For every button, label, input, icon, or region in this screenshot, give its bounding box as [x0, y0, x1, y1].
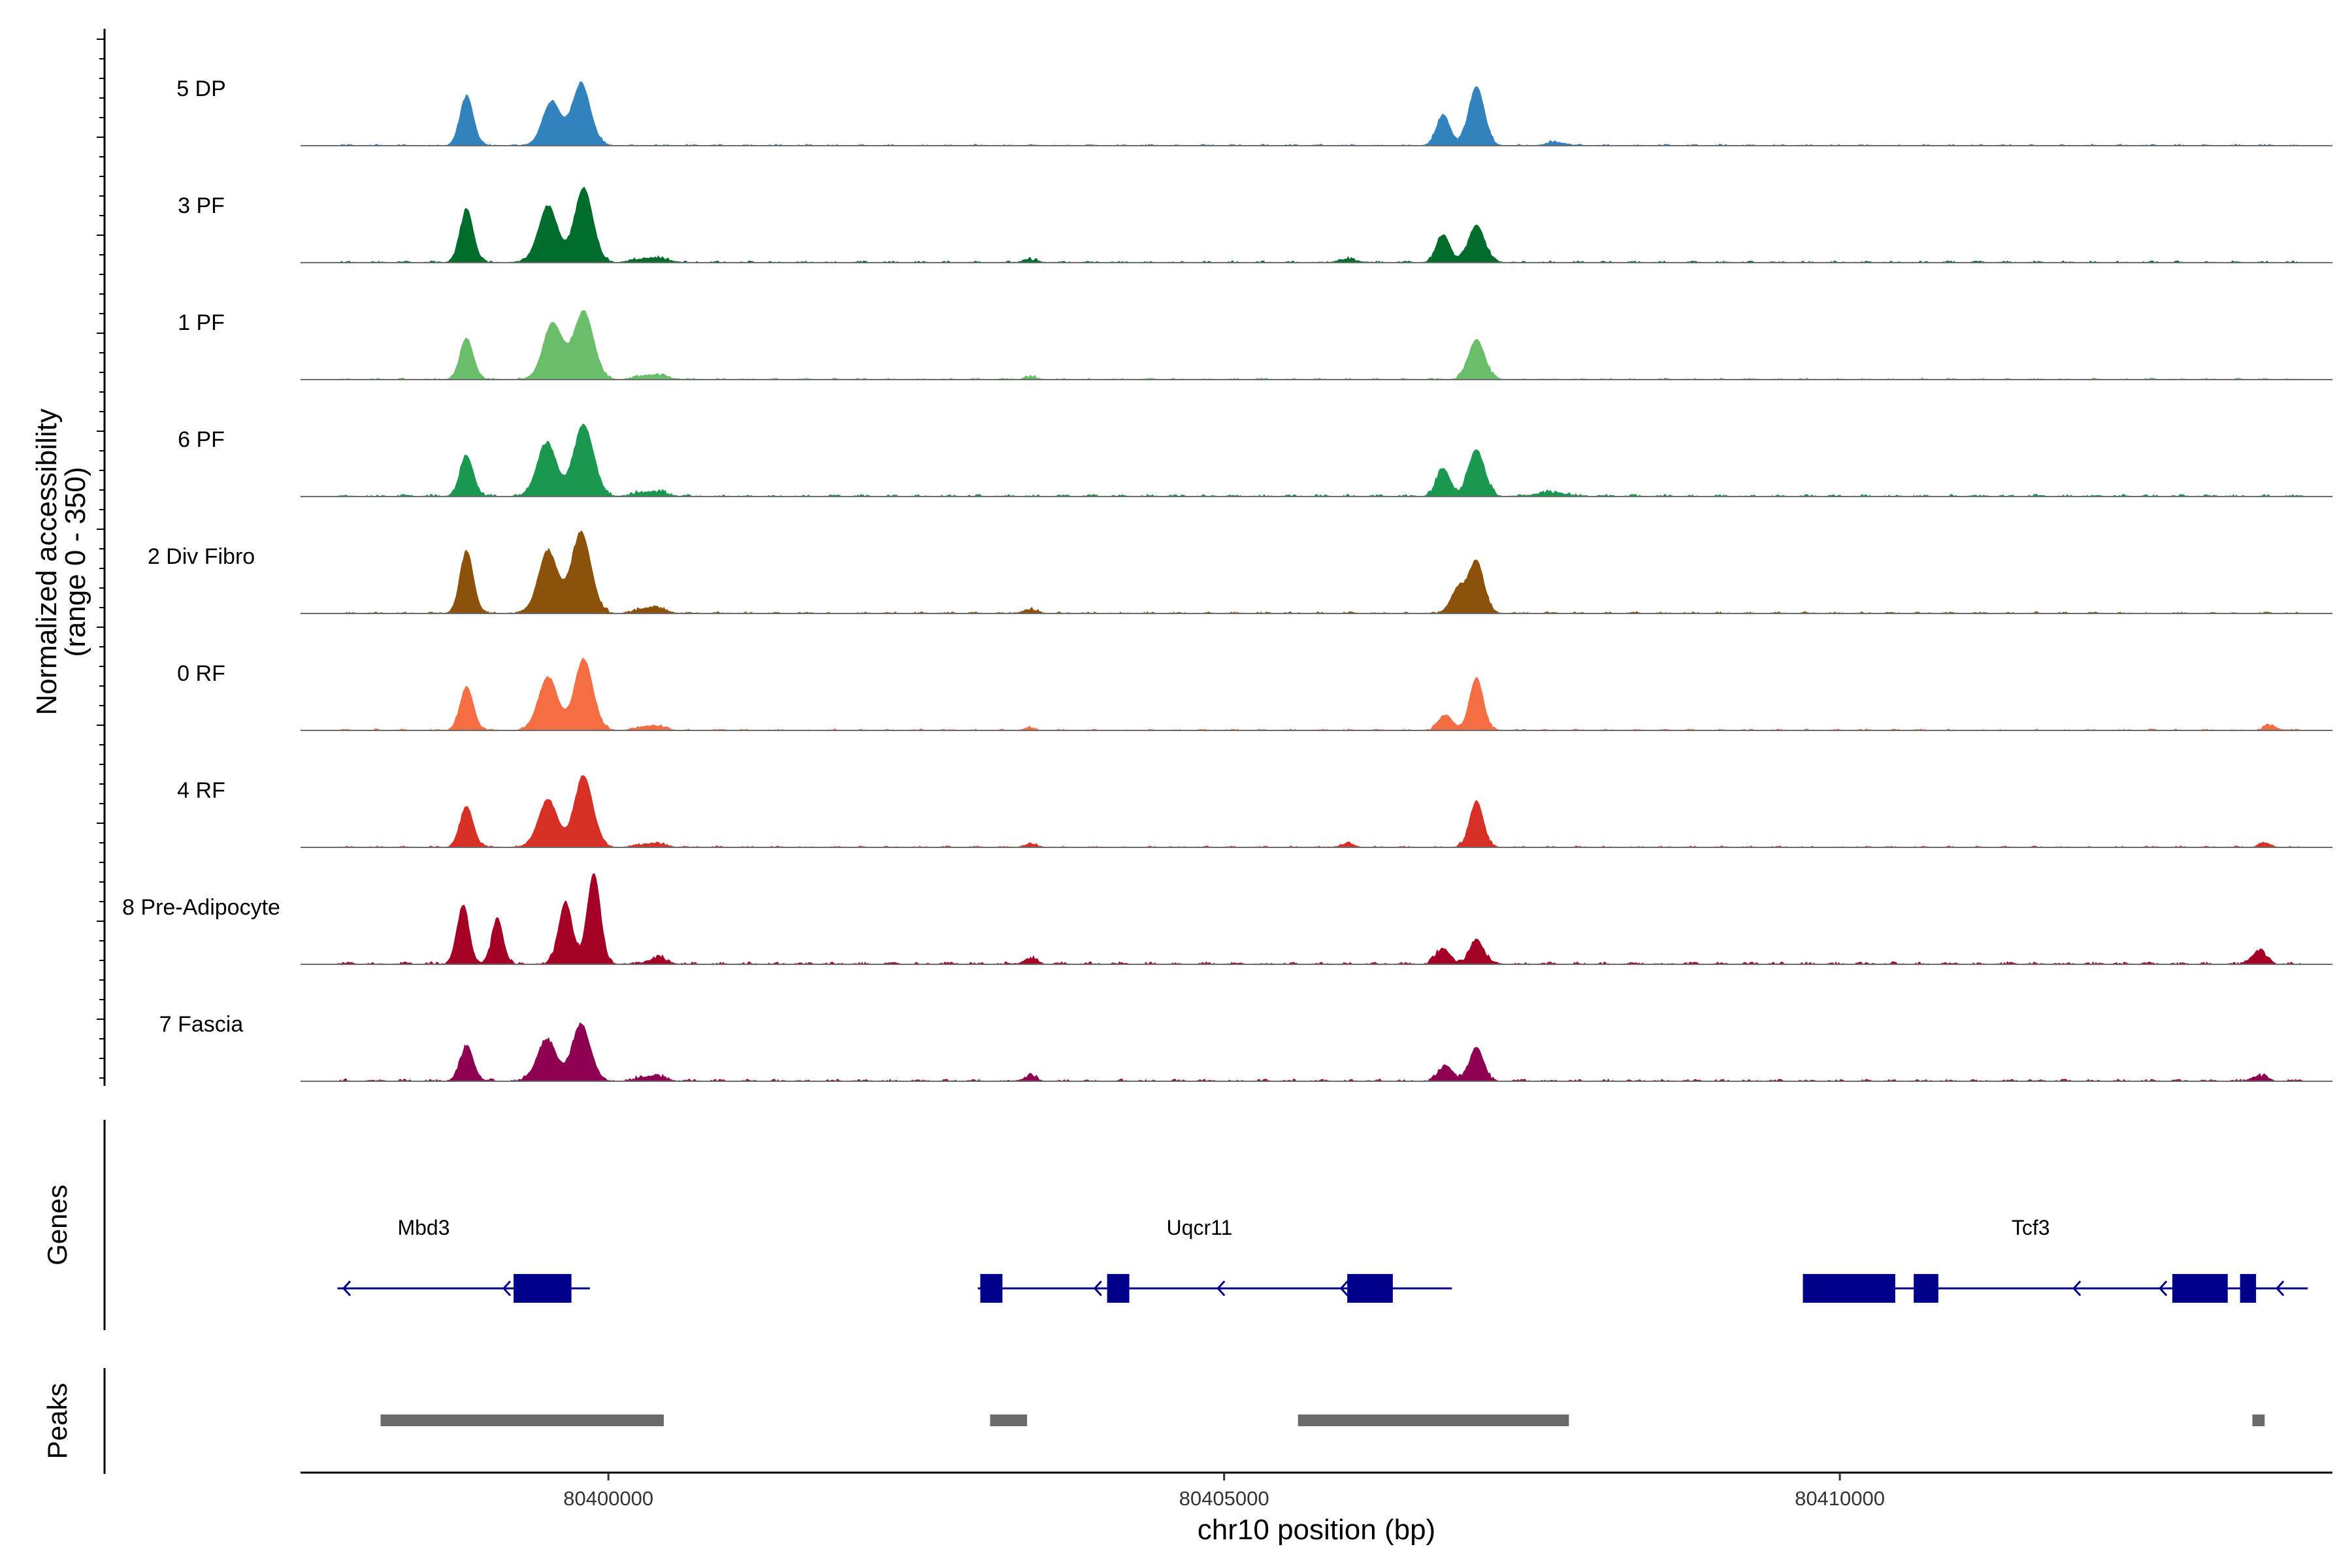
strand-arrow [2276, 1280, 2285, 1297]
strand-arrow [502, 1280, 512, 1297]
gene-label: Uqcr11 [1167, 1216, 1233, 1239]
coverage-area-6-pf [337, 423, 2308, 497]
gene-exon [2240, 1274, 2257, 1303]
track-label: 6 PF [178, 427, 225, 452]
gene-annotations: Mbd3 Uqcr11 Tcf3 [337, 1216, 2308, 1303]
coverage-area-3-pf [337, 186, 2308, 263]
gene-exon [1803, 1274, 1895, 1303]
y-axis-title: Normalized accessibility [31, 408, 63, 715]
strand-arrow [342, 1280, 351, 1297]
gene-label: Tcf3 [2012, 1216, 2050, 1239]
coverage-area-1-pf [337, 310, 2308, 380]
gene-exon [2172, 1274, 2228, 1303]
coverage-area-5-dp [337, 81, 2308, 146]
x-tick-label: 80410000 [1795, 1487, 1885, 1510]
coverage-area-7-fascia [337, 1022, 2308, 1081]
peak-region [2252, 1414, 2265, 1426]
gene-exon [514, 1274, 572, 1303]
peak-region [1298, 1414, 1569, 1426]
peak-regions [380, 1414, 2265, 1426]
track-label: 8 Pre-Adipocyte [122, 895, 280, 920]
gene-exon [1914, 1274, 1938, 1303]
gene-exon [1107, 1274, 1130, 1303]
strand-arrow [2072, 1280, 2082, 1297]
x-tick-label: 80405000 [1179, 1487, 1269, 1510]
y-axis-range-label: (range 0 - 350) [59, 466, 91, 657]
track-label: 3 PF [178, 193, 225, 218]
x-tick-label: 80400000 [563, 1487, 653, 1510]
gene-exon [1347, 1274, 1393, 1303]
strand-arrow [1217, 1280, 1226, 1297]
peak-region [380, 1414, 664, 1426]
strand-arrow [2159, 1280, 2168, 1297]
coverage-area-2-div-fibro [337, 530, 2308, 613]
coverage-tracks: 5 DP 3 PF 1 PF 6 PF 2 Div Fibro 0 RF 4 RF 8 Pre… [122, 76, 2332, 1082]
coverage-area-0-rf [337, 657, 2308, 730]
coverage-area-4-rf [337, 775, 2308, 847]
track-label: 2 Div Fibro [148, 544, 255, 569]
track-label: 0 RF [177, 661, 225, 686]
coverage-area-8-pre-adipocyte [337, 873, 2308, 964]
x-axis-ticks: 80400000 80405000 80410000 [563, 1473, 1885, 1510]
gene-exon [980, 1274, 1003, 1303]
strand-arrow [1339, 1280, 1348, 1297]
strand-arrow [1093, 1280, 1102, 1297]
track-label: 4 RF [177, 778, 225, 803]
track-label: 5 DP [176, 76, 226, 101]
gene-label: Mbd3 [397, 1216, 449, 1239]
track-label: 7 Fascia [159, 1012, 244, 1037]
track-label: 1 PF [178, 310, 225, 335]
peak-region [990, 1414, 1028, 1426]
peaks-panel-title: Peaks [42, 1383, 73, 1460]
y-axis-ticks [97, 39, 105, 1079]
genes-panel-title: Genes [42, 1184, 73, 1266]
x-axis-title: chr10 position (bp) [1198, 1514, 1435, 1546]
